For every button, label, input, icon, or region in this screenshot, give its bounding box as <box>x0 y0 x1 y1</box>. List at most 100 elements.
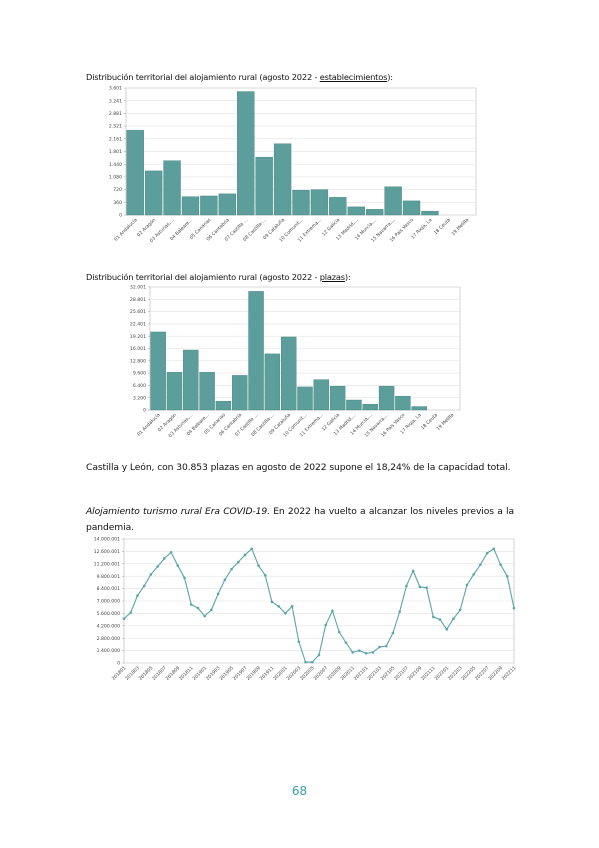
point <box>358 649 361 652</box>
point <box>432 615 435 619</box>
y-tick-label: 25.601 <box>130 309 146 315</box>
y-tick-label: 3.601 <box>109 86 122 92</box>
bar <box>411 406 427 411</box>
bar <box>232 375 248 411</box>
point <box>499 563 502 566</box>
y-tick-label: 0 <box>117 661 120 667</box>
bar <box>200 195 218 216</box>
point <box>505 574 509 578</box>
y-tick-label: 12.600.001 <box>94 549 120 555</box>
bar <box>362 404 378 411</box>
point <box>472 573 475 576</box>
bar <box>366 209 384 216</box>
point <box>425 586 428 590</box>
text: En 2022 ha vuelto a alcanzar los niveles… <box>86 506 514 533</box>
x-tick-label: 202211 <box>501 665 518 682</box>
point <box>216 592 220 596</box>
y-tick-label: 1.400.000 <box>97 648 120 654</box>
bar <box>150 331 166 411</box>
paragraph: Castilla y León, con 30.853 plazas en ag… <box>86 462 511 473</box>
point <box>223 578 227 582</box>
point <box>129 611 133 614</box>
bar <box>346 399 362 411</box>
bar <box>255 156 273 216</box>
point <box>156 565 159 568</box>
y-tick-label: 16.001 <box>130 346 146 352</box>
bar <box>384 186 402 216</box>
text: ): <box>387 72 393 82</box>
point <box>169 550 173 554</box>
point <box>210 608 213 612</box>
point <box>384 644 388 648</box>
x-tick-label: 19 Melilla <box>450 217 470 237</box>
bar <box>310 189 329 216</box>
y-tick-label: 7.000.000 <box>97 599 120 605</box>
bar <box>292 190 310 216</box>
point <box>149 573 153 576</box>
point <box>458 608 462 612</box>
point <box>263 574 267 577</box>
y-tick-label: 8.400.001 <box>97 586 120 592</box>
point <box>512 606 516 610</box>
caption: Distribución territorial del alojamiento… <box>86 272 351 282</box>
point <box>485 551 489 555</box>
y-tick-label: 0 <box>119 213 122 219</box>
text: Distribución territorial del alojamiento… <box>86 272 320 282</box>
point <box>364 651 368 655</box>
point <box>351 651 354 654</box>
text: Distribución territorial del alojamiento… <box>86 72 320 82</box>
y-tick-label: 3.241 <box>109 98 122 104</box>
x-tick-label: 18 Ceuta <box>433 217 452 236</box>
point <box>344 641 348 644</box>
bar <box>181 196 200 216</box>
page-number: 68 <box>291 784 308 798</box>
point <box>136 594 139 597</box>
point <box>391 631 395 635</box>
point <box>465 583 469 587</box>
text: ): <box>344 272 351 282</box>
link[interactable]: plazas <box>319 272 345 282</box>
y-tick-label: 22.401 <box>130 321 146 327</box>
point <box>196 606 200 610</box>
y-tick-label: 1.440 <box>109 162 122 168</box>
point <box>277 605 280 608</box>
y-tick-label: 5.600.000 <box>97 611 120 617</box>
y-tick-label: 32.001 <box>130 285 146 291</box>
y-tick-label: 0 <box>143 408 146 414</box>
point <box>418 585 422 589</box>
y-tick-label: 12.800 <box>130 358 146 364</box>
bar <box>166 372 183 411</box>
x-tick-label: 19 Melilla <box>435 412 455 432</box>
italic-text: Alojamiento turismo rural Era COVID-19. <box>86 506 270 517</box>
bar <box>313 379 330 411</box>
bar <box>297 386 313 411</box>
bar <box>395 395 411 411</box>
point <box>163 557 166 560</box>
link[interactable]: establecimientos <box>319 72 388 82</box>
point <box>310 660 314 664</box>
paragraph: Alojamiento turismo rural Era COVID-19. … <box>86 504 514 536</box>
y-tick-label: 3.200 <box>133 395 146 401</box>
bar <box>183 349 199 411</box>
point <box>257 564 260 567</box>
bar <box>280 336 297 411</box>
bar <box>421 210 439 216</box>
y-tick-label: 9.800.001 <box>97 574 120 580</box>
point <box>304 660 307 664</box>
caption: Distribución territorial del alojamiento… <box>86 72 393 82</box>
y-tick-label: 2.881 <box>109 111 122 117</box>
y-tick-label: 28.801 <box>130 297 146 303</box>
bar <box>237 91 255 216</box>
point <box>317 653 321 657</box>
point <box>183 576 186 580</box>
point <box>122 617 126 621</box>
chart: 0 3.200 6.400 9.600 12.800 16.001 19.201 22.401… <box>130 285 461 439</box>
point <box>243 553 247 557</box>
bar <box>199 372 215 411</box>
point <box>331 609 334 613</box>
point <box>479 563 482 566</box>
bar <box>144 170 163 216</box>
point <box>290 605 294 608</box>
point <box>250 547 254 551</box>
y-tick-label: 14.000.001 <box>94 537 120 543</box>
